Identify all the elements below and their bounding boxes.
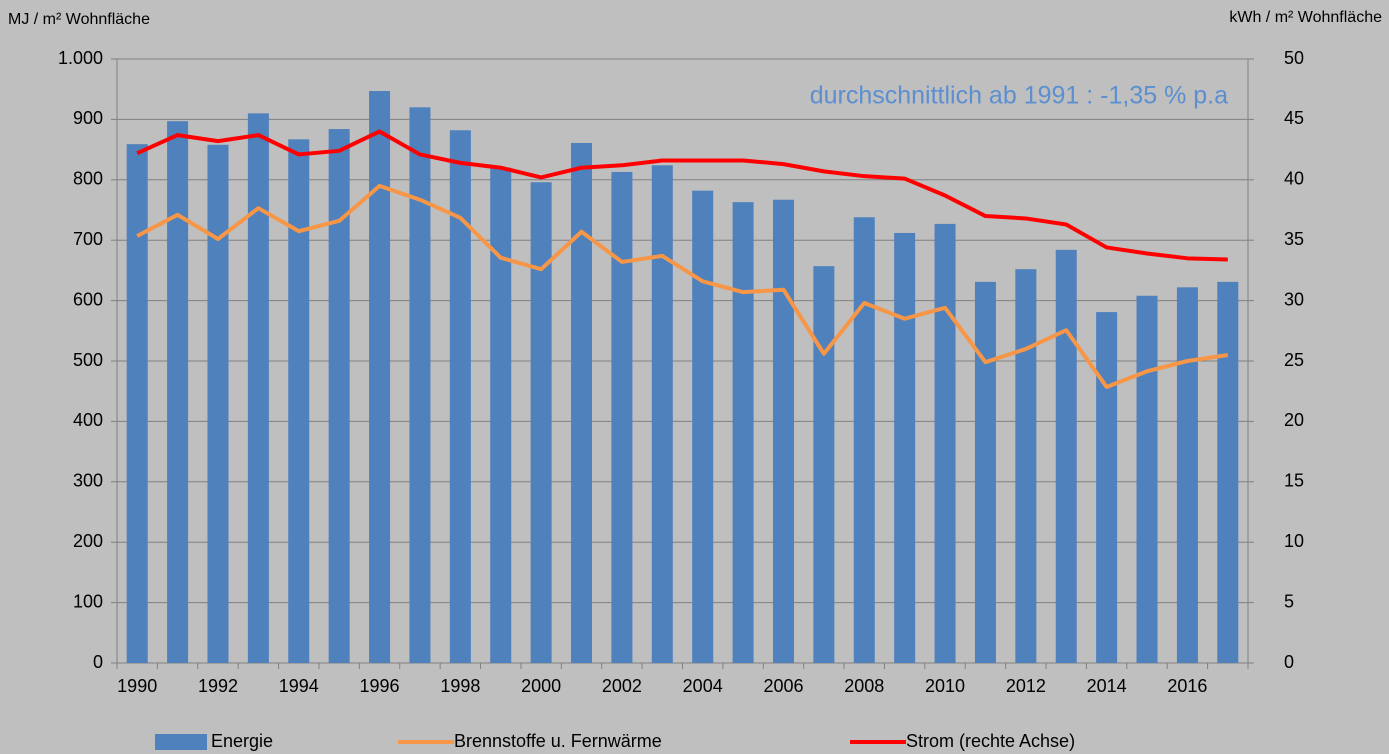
x-tick-label: 1996 bbox=[360, 676, 400, 696]
x-tick-label: 1992 bbox=[198, 676, 238, 696]
bar bbox=[167, 121, 189, 664]
bar bbox=[894, 232, 916, 663]
bar bbox=[247, 113, 269, 664]
y-tick-label: 800 bbox=[73, 169, 103, 189]
bar bbox=[853, 217, 875, 664]
x-tick-label: 2006 bbox=[763, 676, 803, 696]
line bbox=[136, 129, 1228, 262]
y2-tick-label: 35 bbox=[1284, 229, 1304, 249]
x-tick-label: 2012 bbox=[1006, 676, 1046, 696]
y2-tick-label: 45 bbox=[1284, 108, 1304, 128]
y2-tick-label: 0 bbox=[1284, 652, 1294, 672]
bar bbox=[772, 199, 794, 663]
bar bbox=[207, 144, 229, 663]
y2-tick-label: 10 bbox=[1284, 531, 1304, 551]
bar bbox=[490, 167, 512, 663]
x-tick-label: 2016 bbox=[1167, 676, 1207, 696]
bar bbox=[571, 142, 593, 663]
y-tick-label: 400 bbox=[73, 410, 103, 430]
x-tick-label: 2014 bbox=[1087, 676, 1127, 696]
legend-label: Energie bbox=[211, 731, 273, 751]
y2-axis-label: kWh / m² Wohnfläche bbox=[1229, 9, 1382, 26]
x-tick-label: 2002 bbox=[602, 676, 642, 696]
annotation: durchschnittlich ab 1991 : -1,35 % p.a bbox=[810, 82, 1228, 110]
y2-tick-label: 15 bbox=[1284, 471, 1304, 491]
y-tick-label: 900 bbox=[73, 108, 103, 128]
x-tick-label: 1998 bbox=[440, 676, 480, 696]
bar bbox=[1217, 281, 1239, 663]
y-tick-label: 700 bbox=[73, 229, 103, 249]
bar bbox=[1176, 287, 1198, 663]
bar bbox=[934, 223, 956, 663]
y2-tick-label: 5 bbox=[1284, 591, 1294, 611]
bar bbox=[369, 91, 391, 663]
bar bbox=[692, 190, 714, 663]
y2-tick-label: 50 bbox=[1284, 48, 1304, 68]
bar bbox=[126, 144, 148, 663]
bar bbox=[732, 202, 754, 663]
y2-tick-label: 20 bbox=[1284, 410, 1304, 430]
bar bbox=[530, 182, 552, 663]
line bbox=[136, 183, 1229, 389]
x-tick-label: 2010 bbox=[925, 676, 965, 696]
bar bbox=[1096, 312, 1118, 663]
legend-label: Brennstoffe u. Fernwärme bbox=[454, 731, 662, 751]
y-tick-label: 100 bbox=[73, 591, 103, 611]
x-tick-label: 2008 bbox=[844, 676, 884, 696]
bar bbox=[974, 281, 996, 663]
x-tick-label: 1990 bbox=[117, 676, 157, 696]
x-tick-label: 1994 bbox=[279, 676, 319, 696]
y-tick-label: 1.000 bbox=[58, 48, 103, 68]
y-tick-label: 0 bbox=[93, 652, 103, 672]
legend-swatch bbox=[155, 734, 207, 750]
y-tick-label: 200 bbox=[73, 531, 103, 551]
y-tick-label: 600 bbox=[73, 289, 103, 309]
bar bbox=[328, 129, 350, 664]
bar bbox=[449, 130, 471, 664]
bar bbox=[1055, 249, 1077, 663]
x-tick-label: 2004 bbox=[683, 676, 723, 696]
y2-tick-label: 40 bbox=[1284, 169, 1304, 189]
bar bbox=[813, 266, 835, 663]
bar bbox=[1015, 269, 1037, 663]
x-tick-label: 2000 bbox=[521, 676, 561, 696]
y-tick-label: 500 bbox=[73, 350, 103, 370]
y-axis-label: MJ / m² Wohnfläche bbox=[8, 11, 150, 28]
y2-tick-label: 25 bbox=[1284, 350, 1304, 370]
bar bbox=[409, 107, 431, 663]
bar bbox=[1136, 295, 1158, 663]
bar bbox=[288, 139, 310, 663]
bar bbox=[651, 165, 673, 663]
y-tick-label: 300 bbox=[73, 471, 103, 491]
y2-tick-label: 30 bbox=[1284, 289, 1304, 309]
bar bbox=[611, 171, 633, 663]
legend-label: Strom (rechte Achse) bbox=[906, 731, 1075, 751]
